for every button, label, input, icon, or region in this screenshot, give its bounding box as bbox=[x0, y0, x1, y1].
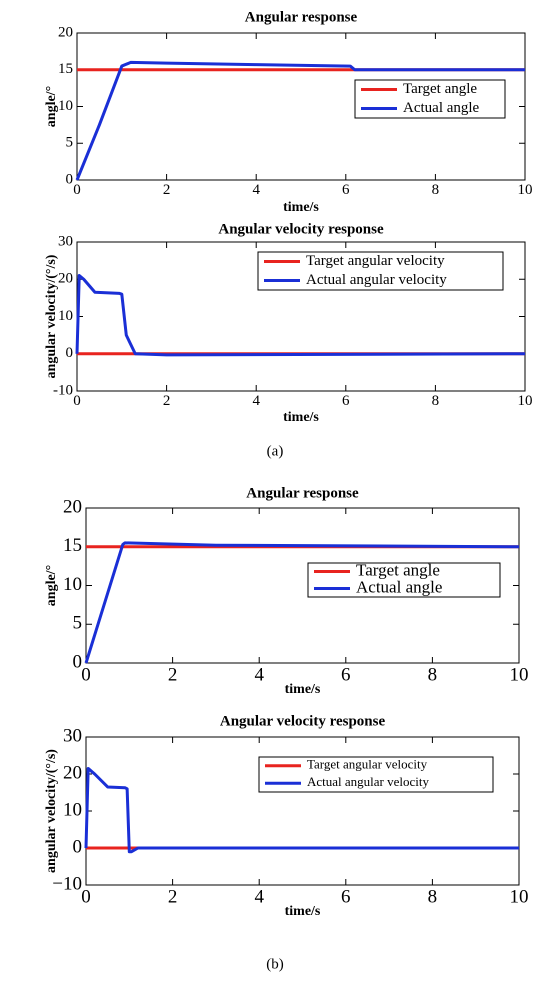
x-tick-label: 8 bbox=[428, 665, 438, 686]
y-tick-label: 10 bbox=[58, 308, 73, 324]
x-tick-label: 4 bbox=[254, 887, 264, 908]
panel-label: (a) bbox=[267, 443, 284, 459]
x-tick-label: 2 bbox=[163, 393, 171, 409]
x-axis-label: time/s bbox=[285, 904, 321, 919]
legend-label: Actual angle bbox=[356, 577, 442, 596]
y-tick-label: 20 bbox=[58, 24, 73, 40]
y-tick-label: −10 bbox=[52, 873, 82, 894]
x-tick-label: 4 bbox=[252, 393, 260, 409]
y-tick-label: 0 bbox=[66, 345, 74, 361]
legend-label: Target angle bbox=[356, 560, 440, 579]
x-tick-label: 10 bbox=[518, 182, 533, 198]
chart-title: Angular velocity response bbox=[218, 221, 384, 237]
y-tick-label: 15 bbox=[63, 535, 82, 556]
y-tick-label: 20 bbox=[63, 762, 82, 783]
y-tick-label: 20 bbox=[63, 496, 82, 517]
x-axis-label: time/s bbox=[283, 410, 319, 425]
chart-title: Angular response bbox=[246, 485, 359, 501]
x-tick-label: 6 bbox=[341, 887, 351, 908]
y-tick-label: 20 bbox=[58, 271, 73, 287]
y-tick-label: 30 bbox=[63, 725, 82, 746]
x-axis-label: time/s bbox=[283, 200, 319, 215]
panel-label: (b) bbox=[266, 956, 284, 972]
x-axis-label: time/s bbox=[285, 682, 321, 697]
chart-title: Angular velocity response bbox=[220, 713, 386, 729]
x-tick-label: 0 bbox=[73, 393, 81, 409]
legend-label: Target angular velocity bbox=[306, 253, 445, 269]
legend-box bbox=[354, 79, 506, 119]
y-tick-label: -10 bbox=[53, 382, 73, 398]
legend-label: Actual angular velocity bbox=[307, 774, 430, 789]
x-tick-label: 6 bbox=[342, 393, 350, 409]
x-tick-label: 8 bbox=[432, 182, 440, 198]
x-tick-label: 2 bbox=[168, 887, 178, 908]
legend-box bbox=[307, 562, 501, 598]
legend-label: Target angular velocity bbox=[307, 757, 428, 772]
x-tick-label: 4 bbox=[252, 182, 260, 198]
y-tick-label: 0 bbox=[73, 651, 83, 672]
x-tick-label: 10 bbox=[510, 665, 529, 686]
y-tick-label: 10 bbox=[58, 98, 73, 114]
x-tick-label: 4 bbox=[254, 665, 264, 686]
legend-box bbox=[257, 251, 504, 291]
y-axis-label: angular velocity/(°/s) bbox=[44, 749, 59, 873]
y-tick-label: 10 bbox=[63, 574, 82, 595]
x-tick-label: 8 bbox=[428, 887, 438, 908]
y-tick-label: 0 bbox=[73, 836, 83, 857]
y-axis-label: angle/° bbox=[44, 86, 59, 127]
legend-label: Actual angular velocity bbox=[306, 272, 447, 288]
data-line bbox=[84, 541, 520, 664]
x-tick-label: 0 bbox=[81, 665, 91, 686]
x-tick-label: 8 bbox=[432, 393, 440, 409]
x-tick-label: 10 bbox=[518, 393, 533, 409]
y-tick-label: 30 bbox=[58, 233, 73, 249]
y-tick-label: 10 bbox=[63, 799, 82, 820]
data-line bbox=[75, 60, 525, 181]
data-line bbox=[84, 766, 519, 854]
y-tick-label: 15 bbox=[58, 61, 73, 77]
x-tick-label: 0 bbox=[73, 182, 81, 198]
x-tick-label: 10 bbox=[510, 887, 529, 908]
y-tick-label: 5 bbox=[66, 135, 74, 151]
y-tick-label: 5 bbox=[73, 613, 83, 634]
legend-label: Target angle bbox=[403, 81, 477, 97]
legend-box bbox=[258, 756, 494, 793]
legend-label: Actual angle bbox=[403, 100, 480, 116]
y-tick-label: 0 bbox=[66, 171, 74, 187]
x-tick-label: 0 bbox=[81, 887, 91, 908]
x-tick-label: 2 bbox=[168, 665, 178, 686]
x-tick-label: 6 bbox=[342, 182, 350, 198]
x-tick-label: 6 bbox=[341, 665, 351, 686]
chart-title: Angular response bbox=[245, 9, 358, 25]
data-line bbox=[75, 274, 526, 357]
y-axis-label: angle/° bbox=[44, 565, 59, 606]
x-tick-label: 2 bbox=[163, 182, 171, 198]
y-axis-label: angular velocity/(°/s) bbox=[44, 254, 59, 378]
